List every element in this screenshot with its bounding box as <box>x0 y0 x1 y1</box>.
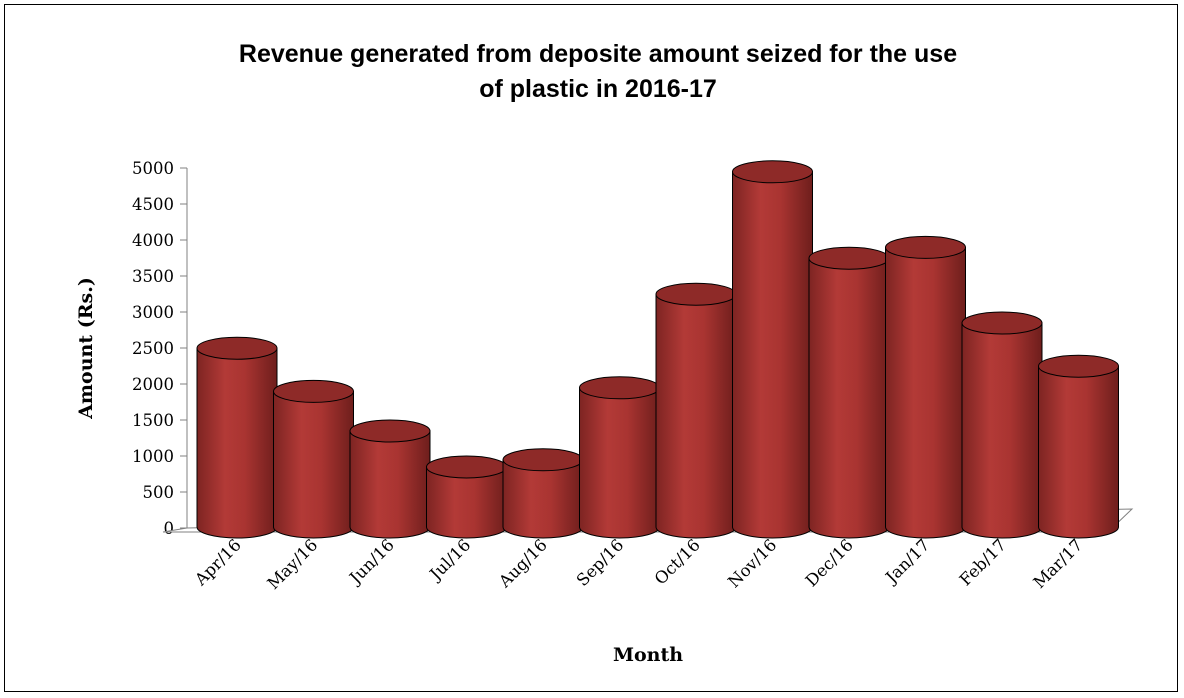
y-axis-ticks: 0 500 1000 1500 2000 2500 3000 3500 4000 4500 5000 <box>132 159 188 538</box>
bar-body <box>196 347 278 539</box>
chart-title-line-1: Revenue generated from deposite amount s… <box>239 40 957 68</box>
bar-top <box>885 235 966 259</box>
x-tick-label: Dec/16 <box>802 535 857 590</box>
bar <box>196 336 278 539</box>
bar <box>502 448 584 539</box>
x-tick-label: Jul/16 <box>425 535 475 585</box>
x-axis-tick-labels: Apr/16 May/16 Jun/16 Jul/16 Aug/16 Sep/16 Oct/… <box>190 535 1086 593</box>
bar-body <box>655 293 737 539</box>
y-tick-label: 2500 <box>132 339 174 358</box>
bar <box>579 376 660 539</box>
x-tick-label: Apr/16 <box>190 535 244 589</box>
bar <box>885 235 966 539</box>
bar-body <box>885 246 966 539</box>
bar-top <box>732 160 813 184</box>
y-tick-label: 2000 <box>132 375 174 394</box>
bar-top <box>1038 354 1119 378</box>
bar-top <box>349 419 431 443</box>
bars-group <box>196 160 1119 539</box>
x-tick-label: Oct/16 <box>651 535 704 588</box>
x-tick-label: Jan/17 <box>881 535 934 588</box>
bar <box>349 419 431 539</box>
bar-body <box>579 387 660 539</box>
bar-top <box>961 311 1043 335</box>
bar-body <box>349 430 431 539</box>
x-tick-label: May/16 <box>264 535 322 593</box>
y-tick-label: 0 <box>164 519 175 538</box>
x-tick-label: Nov/16 <box>724 535 780 591</box>
bar-body <box>273 390 354 539</box>
y-tick-label: 1500 <box>132 411 174 430</box>
y-tick-label: 4000 <box>132 231 174 250</box>
bar-top <box>655 282 737 306</box>
chart-title-line-2: of plastic in 2016-17 <box>479 75 717 103</box>
bar-top <box>273 379 354 403</box>
bar <box>1038 354 1119 539</box>
y-tick-label: 500 <box>143 483 175 502</box>
x-tick-label: Sep/16 <box>573 535 628 590</box>
bar <box>273 379 354 539</box>
y-axis-title: Amount (Rs.) <box>75 277 97 420</box>
bar-top <box>579 376 660 400</box>
bar <box>426 455 507 539</box>
x-tick-label: Mar/17 <box>1030 535 1087 592</box>
bar-body <box>732 171 813 539</box>
bar-body <box>502 459 584 539</box>
y-tick-label: 3000 <box>132 303 174 322</box>
bar <box>655 282 737 539</box>
bar <box>732 160 813 539</box>
bar-body <box>961 322 1043 539</box>
bar-top <box>426 455 507 479</box>
x-axis-title: Month <box>613 644 683 666</box>
bar-top <box>196 336 278 360</box>
y-tick-label: 3500 <box>132 267 174 286</box>
bar-body <box>808 257 890 539</box>
bar-top <box>502 448 584 472</box>
bar <box>808 246 890 539</box>
bar-body <box>1038 365 1119 539</box>
y-tick-label: 4500 <box>132 195 174 214</box>
bar <box>961 311 1043 539</box>
y-tick-label: 1000 <box>132 447 174 466</box>
x-tick-label: Aug/16 <box>494 535 550 591</box>
x-tick-label: Jun/16 <box>344 535 397 588</box>
bar-top <box>808 246 890 270</box>
y-tick-label: 5000 <box>132 159 174 178</box>
x-tick-label: Feb/17 <box>956 535 1010 589</box>
